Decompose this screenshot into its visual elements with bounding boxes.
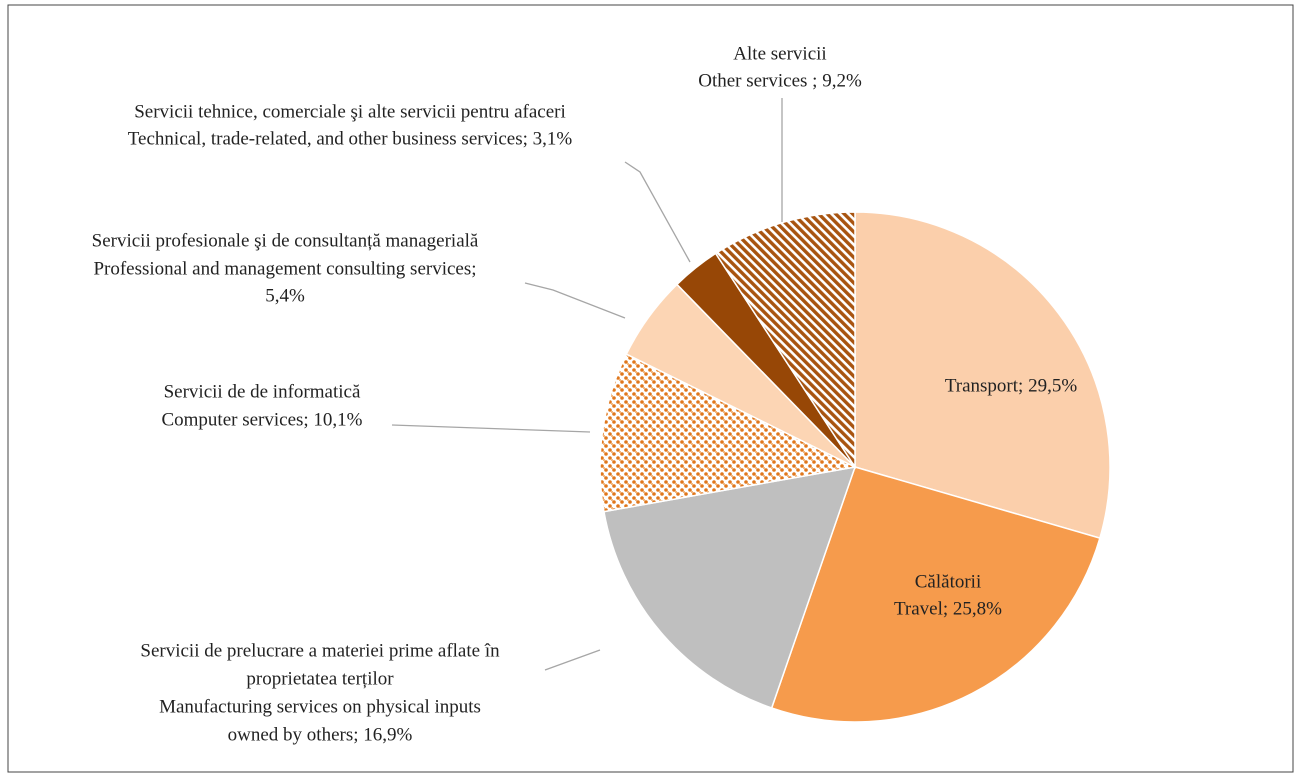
data-label: Alte servicii [733,43,826,64]
data-label: Servicii tehnice, comerciale şi alte ser… [134,101,566,122]
data-label: Other services ; 9,2% [698,70,862,91]
pie-slice [599,353,858,513]
pie [599,211,1111,723]
data-label: proprietatea terților [246,668,394,689]
data-label: Computer services; 10,1% [161,409,362,430]
pie-slice [603,466,857,709]
data-label: Technical, trade-related, and other busi… [128,128,573,149]
data-label: Manufacturing services on physical input… [159,696,481,717]
data-label: owned by others; 16,9% [228,724,413,745]
pie-slice [714,211,856,470]
leader-line [544,649,601,671]
labels: Transport; 29,5% Călătorii Travel; 25,8% Se… [92,43,1078,745]
data-label: Servicii profesionale şi de consultanță … [92,230,479,251]
data-label: Servicii de prelucrare a materiei prime … [140,640,500,661]
data-label: Transport; 29,5% [945,375,1077,396]
leader-line [524,282,626,319]
data-label: 5,4% [265,285,305,306]
data-label: Călătorii [915,571,981,592]
leader-line [624,161,691,263]
data-label: Servicii de de informatică [164,381,361,402]
pie-slice [770,466,1101,723]
data-label: Professional and management consulting s… [93,258,476,279]
frame [7,4,1294,773]
pie-slice [854,211,1111,540]
leader-line [391,424,591,433]
data-label: Travel; 25,8% [894,598,1002,619]
